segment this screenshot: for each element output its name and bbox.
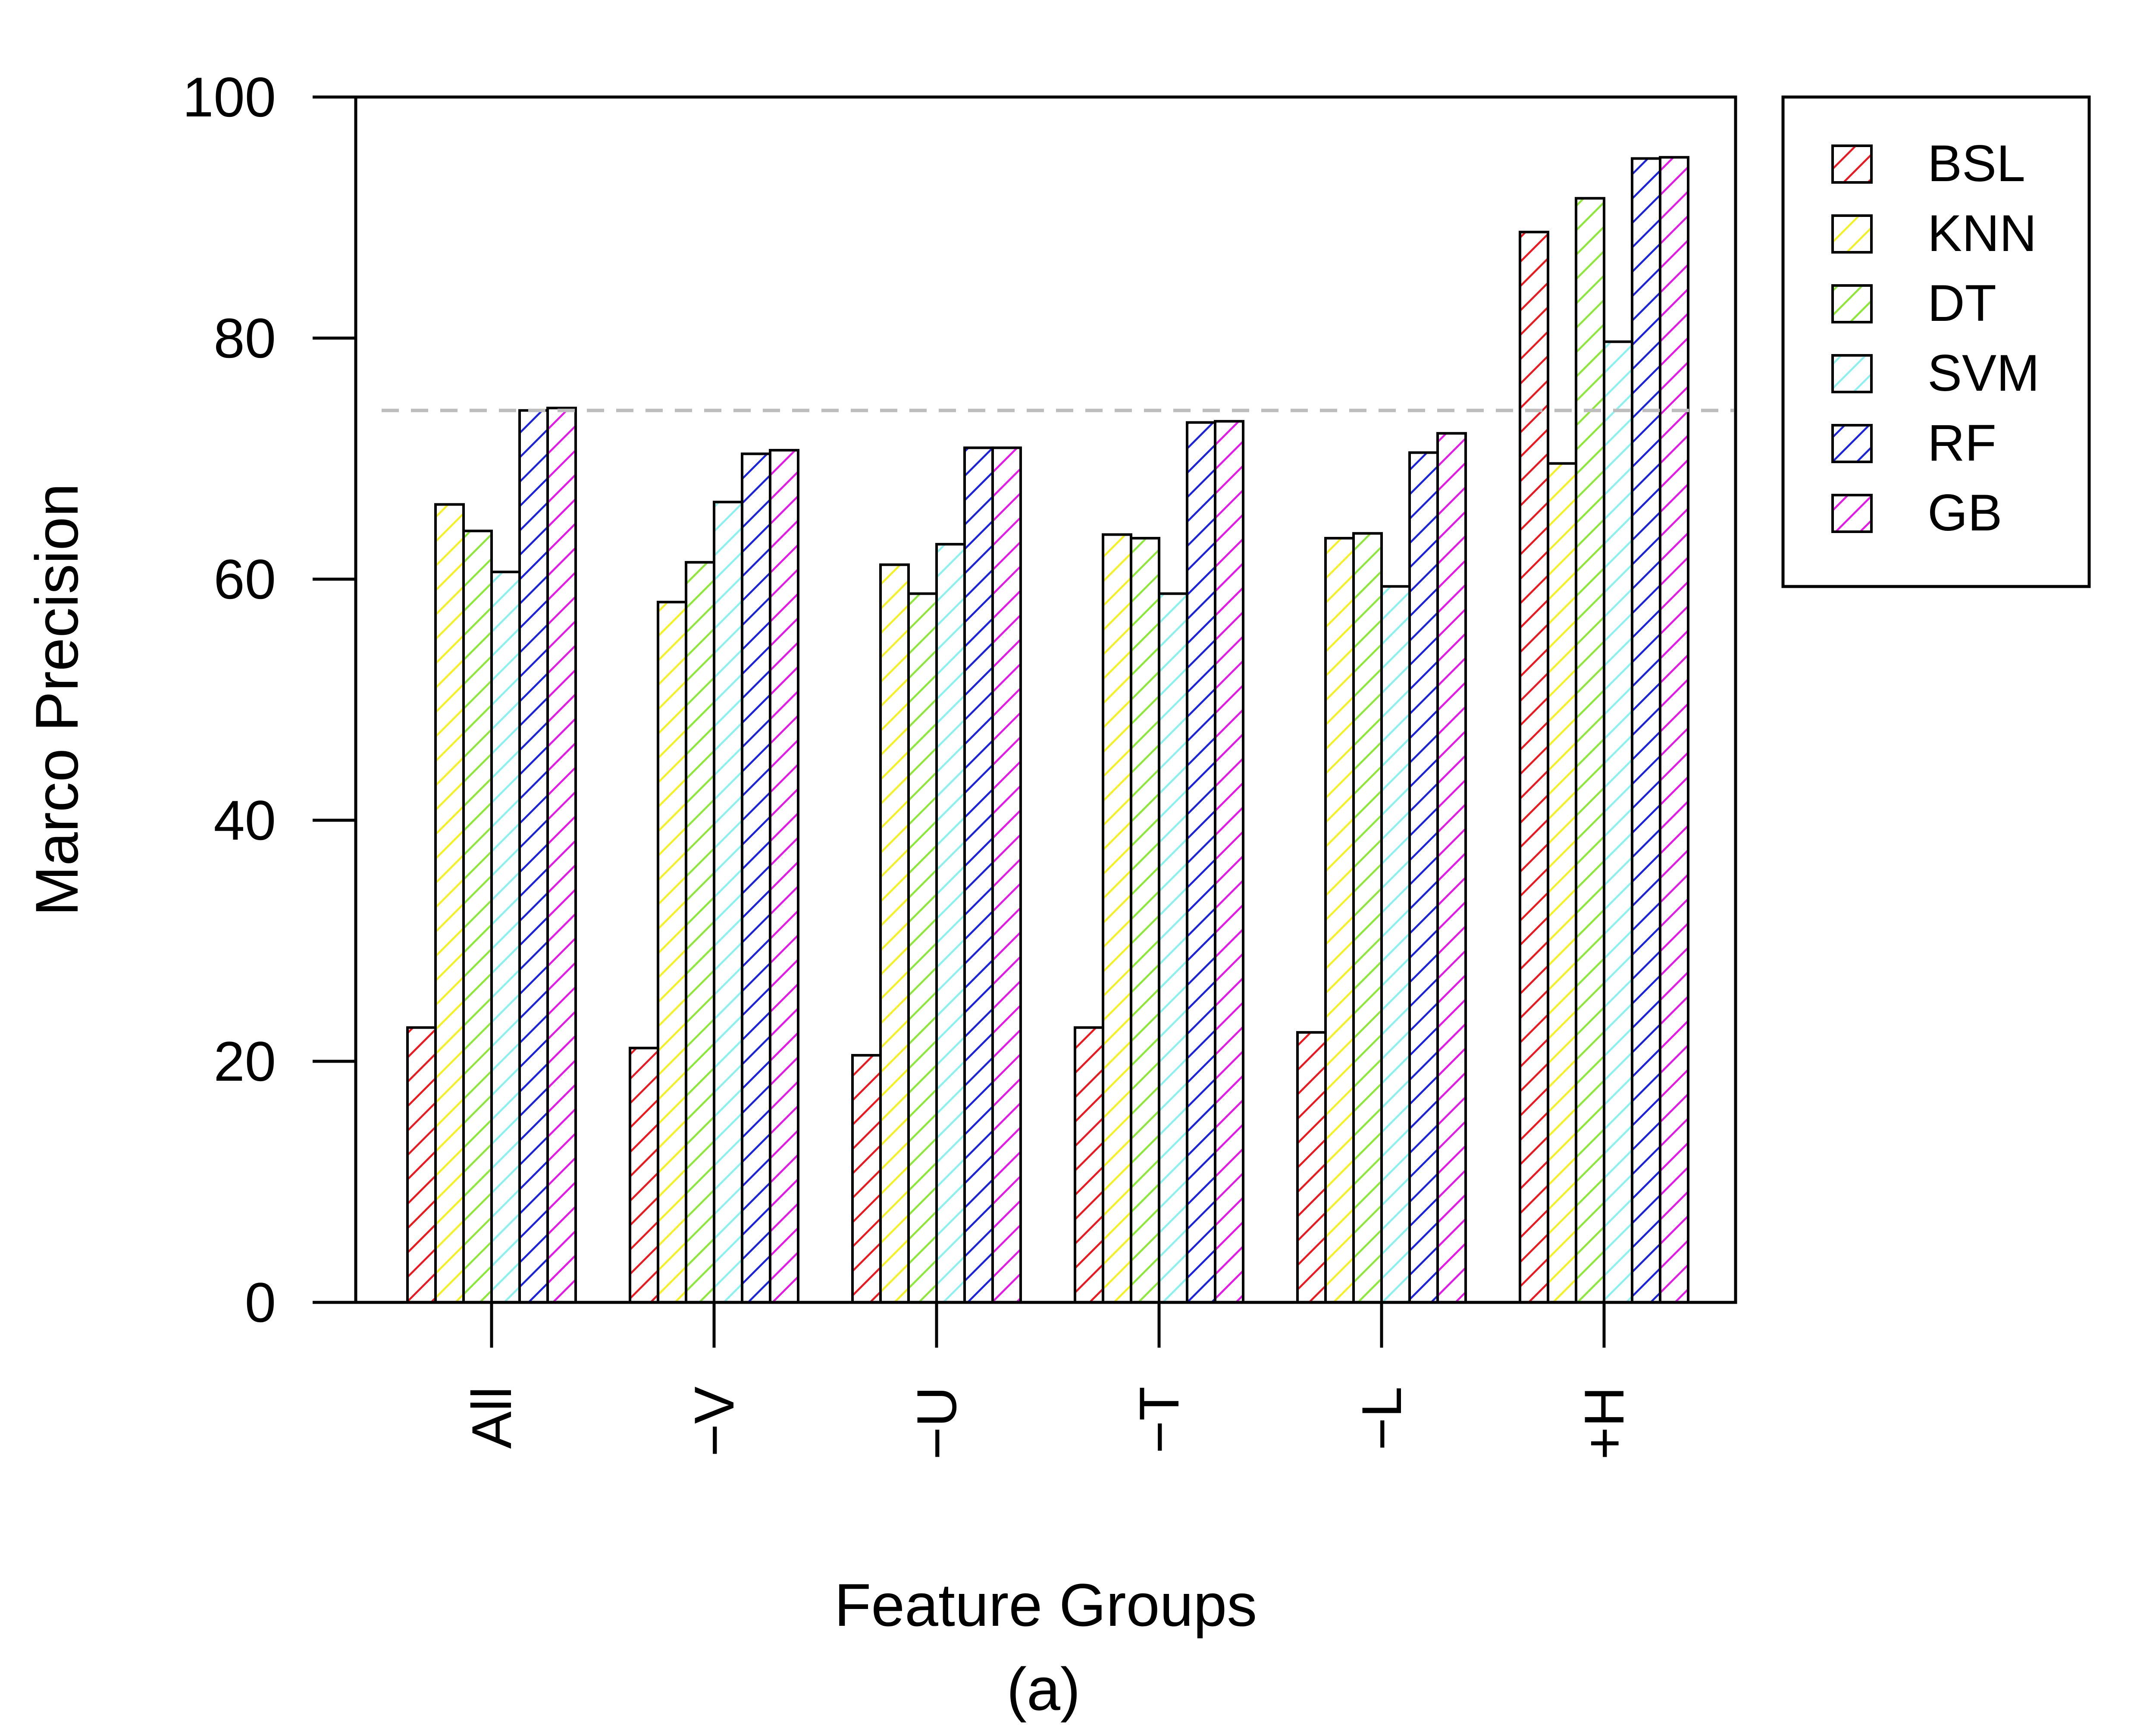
y-tick-label: 0: [245, 1271, 276, 1334]
bar-knn-1: [657, 601, 687, 1304]
bar-rf-2: [963, 446, 994, 1304]
bar-svm-0: [490, 571, 521, 1304]
bar-dt-1: [685, 561, 715, 1304]
bars-layer: [406, 156, 1689, 1304]
legend-swatch-gb: [1831, 494, 1873, 533]
bar-svm-5: [1603, 340, 1633, 1304]
bar-gb-1: [769, 448, 799, 1304]
bar-rf-1: [741, 452, 771, 1304]
y-tick-label: 20: [213, 1030, 276, 1093]
legend-label-rf: RF: [1927, 414, 1996, 472]
bar-knn-2: [879, 563, 910, 1304]
bar-rf-0: [518, 409, 549, 1304]
y-tick-label: 40: [213, 789, 276, 852]
legend-label-bsl: BSL: [1927, 135, 2025, 192]
legend-label-gb: GB: [1927, 484, 2002, 542]
bar-gb-4: [1436, 432, 1467, 1304]
y-axis: 0 20 40 60 80 100: [182, 66, 356, 1334]
legend-label-dt: DT: [1927, 274, 1996, 332]
bar-dt-3: [1130, 536, 1160, 1304]
bar-svm-4: [1380, 585, 1411, 1304]
y-tick-label: 80: [213, 307, 276, 370]
bar-svm-1: [713, 501, 743, 1304]
plot-frame: [354, 95, 1737, 1304]
x-tick-label: −V: [683, 1386, 746, 1457]
bar-bsl-2: [851, 1054, 882, 1304]
subcaption: (a): [1006, 1655, 1080, 1723]
legend-label-svm: SVM: [1927, 344, 2040, 402]
bar-rf-3: [1186, 421, 1216, 1304]
bar-bsl-4: [1296, 1031, 1327, 1304]
bar-bsl-0: [406, 1026, 437, 1304]
x-axis-title: Feature Groups: [834, 1571, 1257, 1639]
legend-swatch-rf: [1831, 424, 1873, 463]
legend-swatch-svm: [1831, 354, 1873, 393]
legend-swatch-bsl: [1831, 144, 1873, 184]
bar-bsl-5: [1519, 231, 1549, 1304]
y-tick-label: 60: [213, 548, 276, 611]
x-tick-label: −T: [1128, 1386, 1191, 1453]
bar-dt-0: [462, 530, 493, 1304]
bar-knn-3: [1102, 533, 1132, 1304]
bar-knn-0: [434, 503, 465, 1304]
bar-svm-3: [1158, 592, 1188, 1304]
bar-gb-3: [1214, 420, 1244, 1304]
legend: BSL KNN DT SVM RF GB: [1781, 95, 2091, 588]
x-tick-label: +H: [1573, 1386, 1636, 1460]
bar-gb-0: [546, 407, 577, 1304]
y-tick-label: 100: [182, 66, 276, 129]
y-axis-title: Marco Precision: [23, 483, 91, 916]
bar-knn-4: [1324, 536, 1355, 1304]
x-axis: All −V −U −T −L +H: [460, 1302, 1636, 1460]
legend-swatch-knn: [1831, 214, 1873, 254]
legend-label-knn: KNN: [1927, 204, 2037, 262]
x-tick-label: −L: [1350, 1386, 1413, 1450]
bar-dt-5: [1575, 197, 1605, 1304]
bar-gb-5: [1659, 156, 1689, 1304]
x-tick-label: −U: [905, 1386, 968, 1460]
bar-knn-5: [1547, 462, 1577, 1304]
bar-dt-4: [1352, 532, 1383, 1304]
bar-gb-2: [991, 446, 1022, 1304]
bar-bsl-1: [629, 1047, 659, 1304]
bar-svm-2: [935, 543, 966, 1304]
x-tick-label: All: [460, 1386, 523, 1449]
legend-swatch-dt: [1831, 284, 1873, 323]
bar-rf-4: [1408, 451, 1439, 1304]
bar-dt-2: [907, 592, 938, 1304]
bar-bsl-3: [1074, 1026, 1104, 1304]
bar-rf-5: [1631, 157, 1661, 1304]
